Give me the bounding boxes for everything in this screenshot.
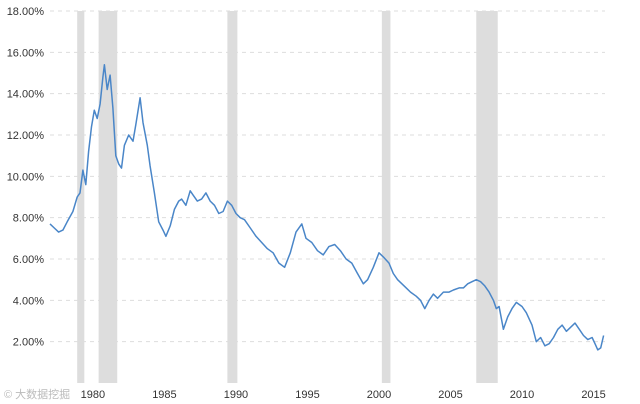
recession-band-2 <box>98 11 118 383</box>
y-tick-label: 10.00% <box>7 171 45 183</box>
recession-band-1 <box>77 11 85 383</box>
horizontal-gridlines <box>50 10 605 343</box>
recession-band-5 <box>476 11 498 383</box>
y-tick-label: 4.00% <box>13 295 44 307</box>
y-tick-label: 2.00% <box>13 337 44 349</box>
x-tick-label: 1990 <box>224 389 248 401</box>
x-tick-label: 1995 <box>295 389 319 401</box>
y-tick-label: 12.00% <box>7 130 45 142</box>
watermark-text: © 大数据挖掘 <box>4 387 70 401</box>
x-tick-label: 2005 <box>438 389 462 401</box>
recession-band-3 <box>227 11 238 383</box>
recession-bands <box>77 11 498 383</box>
x-tick-label: 2010 <box>510 389 534 401</box>
y-axis-tick-labels: 2.00% 4.00% 6.00% 8.00% 10.00% 12.00% 14.00% 16… <box>7 6 45 349</box>
y-tick-label: 6.00% <box>13 254 44 266</box>
y-tick-label: 8.00% <box>13 213 44 225</box>
x-tick-label: 1985 <box>152 389 176 401</box>
x-axis-tick-labels: 1980 1985 1990 1995 2000 2005 2010 2015 <box>81 389 606 401</box>
y-tick-label: 16.00% <box>7 47 45 59</box>
x-tick-label: 1980 <box>81 389 105 401</box>
x-tick-label: 2015 <box>581 389 605 401</box>
series-layer <box>49 63 605 351</box>
y-tick-label: 18.00% <box>7 6 45 18</box>
recession-band-4 <box>381 11 391 383</box>
y-tick-label: 14.00% <box>7 89 45 101</box>
x-tick-label: 2000 <box>367 389 391 401</box>
series-line-1 <box>49 63 605 351</box>
